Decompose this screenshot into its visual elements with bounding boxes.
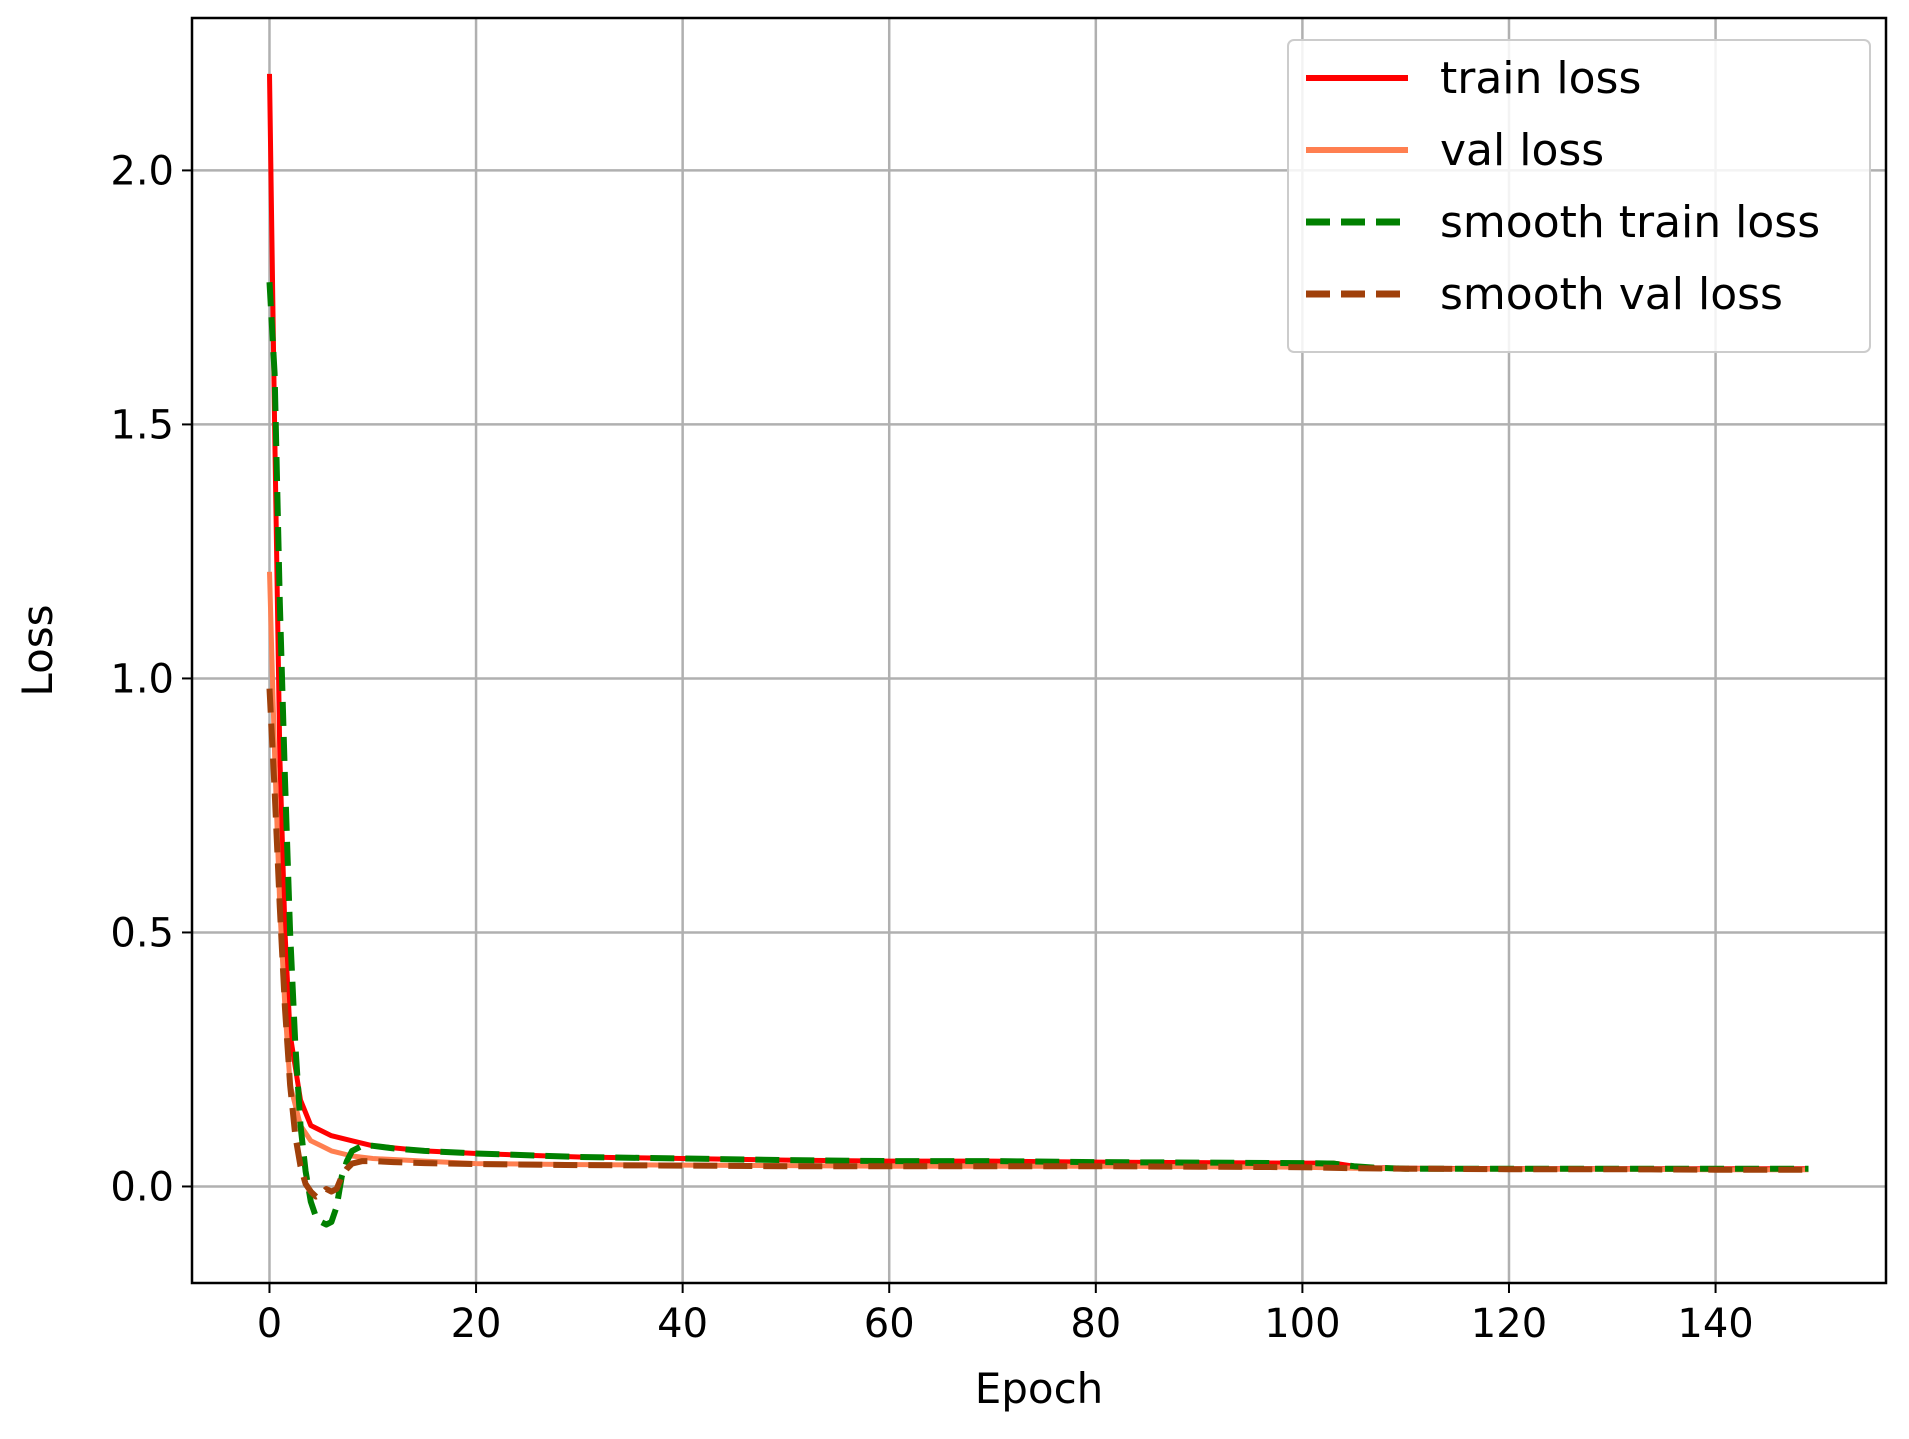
x-axis-label: Epoch [975, 1364, 1104, 1413]
plot-frame [190, 16, 1888, 1285]
series-line-smooth-val-loss [266, 688, 1809, 1200]
x-tick-label: 80 [1070, 1301, 1121, 1347]
x-tick-label: 40 [657, 1301, 708, 1347]
legend-label: smooth val loss [1440, 269, 1783, 320]
legend-label: train loss [1440, 53, 1641, 104]
axis-ticks: 0 20 40 60 80 100 120 140 0.0 0.5 1.0 1.5 2.0 [110, 148, 1753, 1347]
series-line-smooth-train-loss [266, 282, 1809, 1228]
series-lines [266, 73, 1809, 1228]
x-tick-label: 20 [451, 1301, 502, 1347]
legend-label: smooth train loss [1440, 197, 1820, 248]
y-tick-label: 1.5 [110, 402, 174, 448]
x-tick-label: 100 [1264, 1301, 1340, 1347]
legend-box [1287, 39, 1871, 353]
y-tick-label: 1.0 [110, 656, 174, 702]
x-tick-label: 120 [1471, 1301, 1547, 1347]
legend-label: val loss [1440, 125, 1604, 176]
y-tick-label: 2.0 [110, 148, 174, 194]
x-tick-label: 0 [257, 1301, 282, 1347]
y-tick-label: 0.0 [110, 1164, 174, 1210]
y-tick-label: 0.5 [110, 910, 174, 956]
x-tick-label: 140 [1677, 1301, 1753, 1347]
x-tick-label: 60 [864, 1301, 915, 1347]
legend: train loss val loss smooth train loss smoot… [1287, 39, 1871, 353]
y-axis-label: Loss [13, 604, 62, 696]
